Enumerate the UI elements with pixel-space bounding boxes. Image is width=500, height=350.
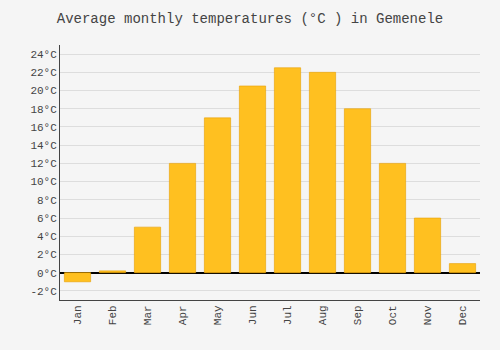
svg-text:Sep: Sep	[352, 305, 364, 325]
svg-text:Aug: Aug	[317, 305, 329, 325]
svg-text:10°C: 10°C	[30, 176, 57, 188]
svg-text:Average monthly temperatures (: Average monthly temperatures (°C ) in Ge…	[57, 11, 443, 27]
svg-text:6°C: 6°C	[37, 213, 57, 225]
svg-text:2°C: 2°C	[37, 249, 57, 261]
svg-text:14°C: 14°C	[30, 140, 57, 152]
svg-text:Apr: Apr	[177, 305, 189, 325]
svg-text:8°C: 8°C	[37, 195, 57, 207]
svg-text:Nov: Nov	[422, 305, 434, 325]
svg-text:24°C: 24°C	[30, 49, 57, 61]
svg-text:May: May	[212, 305, 224, 325]
svg-text:Feb: Feb	[107, 305, 119, 325]
svg-text:-2°C: -2°C	[30, 286, 57, 298]
svg-text:Jun: Jun	[247, 305, 259, 325]
svg-text:22°C: 22°C	[30, 67, 57, 79]
svg-text:12°C: 12°C	[30, 158, 57, 170]
svg-text:Dec: Dec	[457, 305, 469, 325]
svg-text:0°C: 0°C	[37, 268, 57, 280]
svg-text:20°C: 20°C	[30, 85, 57, 97]
svg-text:Oct: Oct	[387, 305, 399, 325]
svg-text:Mar: Mar	[142, 305, 154, 325]
svg-text:4°C: 4°C	[37, 231, 57, 243]
svg-text:Jan: Jan	[72, 305, 84, 325]
svg-text:18°C: 18°C	[30, 104, 57, 116]
svg-text:Jul: Jul	[282, 305, 294, 325]
svg-text:16°C: 16°C	[30, 122, 57, 134]
